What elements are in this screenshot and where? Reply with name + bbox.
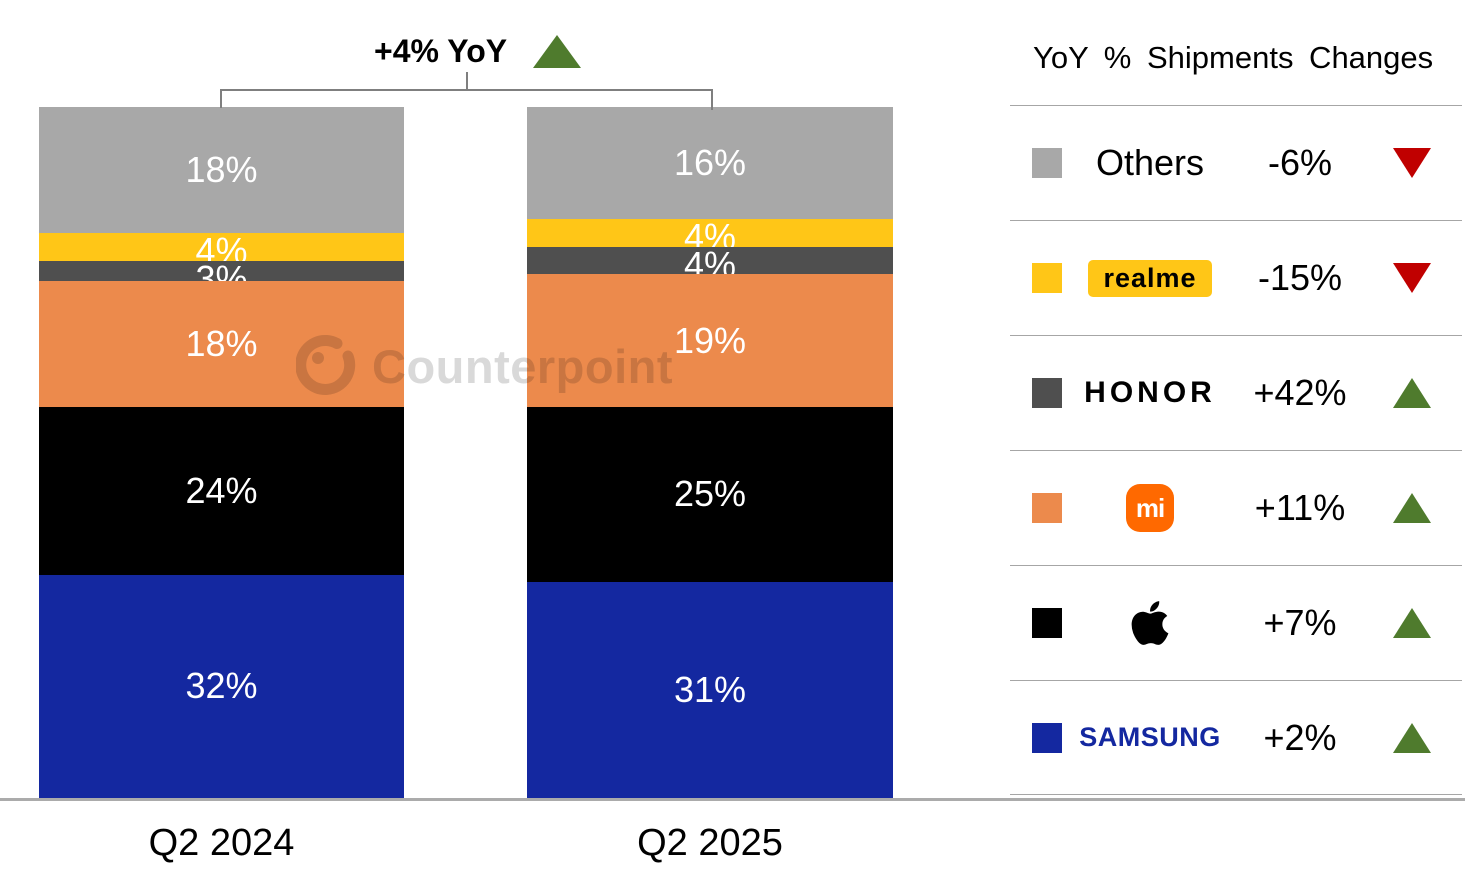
bar-segment-apple: 24%	[39, 407, 404, 575]
xiaomi-change-triangle-icon	[1393, 493, 1431, 523]
bar-segment-others: 16%	[527, 107, 893, 219]
honor-change-value: +42%	[1253, 372, 1347, 413]
samsung-change-value: +2%	[1263, 716, 1337, 758]
legend-row-honor: HONOR +42%	[1010, 335, 1462, 450]
bar-segment-value-label: 32%	[185, 665, 258, 707]
others-color-swatch	[1032, 148, 1062, 178]
bar-segment-honor: 3%	[39, 260, 404, 296]
legend-row-apple: +7%	[1010, 565, 1462, 680]
category-label-q2-2025: Q2 2025	[637, 822, 783, 864]
realme-change-triangle-icon	[1393, 263, 1431, 293]
samsung-color-swatch	[1032, 722, 1062, 753]
realme-logo: realme	[1088, 259, 1212, 297]
bar-segment-value-label: 16%	[673, 141, 747, 183]
bar-segment-xiaomi: 19%	[527, 274, 893, 408]
samsung-logo: SAMSUNG	[1079, 722, 1221, 752]
xiaomi-color-swatch	[1032, 493, 1062, 523]
realme-change-value: -15%	[1257, 257, 1343, 298]
x-axis-line	[0, 798, 1465, 801]
bar-segment-realme: 4%	[39, 232, 404, 268]
legend-row-samsung: SAMSUNG +2%	[1010, 680, 1462, 795]
legend-panel: YoY % Shipments Changes Others -6% realm…	[1010, 40, 1462, 795]
chart-title-text: +4% YoY	[374, 33, 508, 69]
bar-segment-xiaomi: 18%	[39, 281, 404, 408]
honor-change-triangle-icon	[1393, 378, 1431, 408]
bar-segment-others: 18%	[39, 107, 404, 233]
bracket-left-tick	[220, 89, 222, 108]
apple-color-swatch	[1032, 608, 1062, 638]
apple-change-value: +7%	[1263, 602, 1337, 643]
others-change-value: -6%	[1267, 142, 1333, 183]
legend-row-others: Others -6%	[1010, 105, 1462, 220]
mi-logo-text: mi	[1135, 492, 1165, 523]
bar-segment-honor: 4%	[527, 246, 893, 282]
apple-logo-icon	[1131, 601, 1169, 645]
legend-row-xiaomi: mi +11%	[1010, 450, 1462, 565]
bar-segment-realme: 4%	[527, 218, 893, 254]
chart-title: +4% YoY	[374, 33, 582, 70]
realme-color-swatch	[1032, 263, 1062, 293]
others-change-triangle-icon	[1393, 148, 1431, 178]
bracket-right-tick	[711, 89, 713, 110]
samsung-change-triangle-icon	[1393, 722, 1431, 753]
bar-segment-value-label: 18%	[185, 148, 258, 190]
bar-segment-apple: 25%	[527, 407, 893, 582]
honor-logo: HONOR	[1084, 376, 1216, 409]
bar-segment-value-label: 24%	[185, 469, 258, 511]
others-label: Others	[1095, 142, 1205, 183]
bar-segment-value-label: 19%	[673, 319, 747, 361]
bracket-center-stub	[466, 72, 468, 91]
legend-row-realme: realme -15%	[1010, 220, 1462, 335]
apple-change-triangle-icon	[1393, 608, 1431, 638]
bar-segment-value-label: 18%	[185, 323, 258, 365]
bar-segment-value-label: 31%	[673, 668, 747, 710]
category-label-q2-2024: Q2 2024	[148, 822, 295, 864]
xiaomi-mi-logo-icon: mi	[1126, 484, 1174, 532]
yoy-up-triangle-icon	[533, 35, 582, 68]
bar-segment-samsung: 32%	[39, 574, 404, 798]
xiaomi-change-value: +11%	[1254, 487, 1346, 528]
stacked-bar-q2-2025: 16% 4% 4% 19% 25% 31%	[527, 107, 893, 798]
legend-title: YoY % Shipments Changes	[1033, 40, 1434, 75]
stacked-bar-q2-2024: 18% 4% 3% 18% 24% 32%	[39, 107, 404, 798]
bar-segment-samsung: 31%	[527, 581, 893, 798]
bar-segment-value-label: 25%	[673, 473, 747, 515]
honor-color-swatch	[1032, 378, 1062, 408]
